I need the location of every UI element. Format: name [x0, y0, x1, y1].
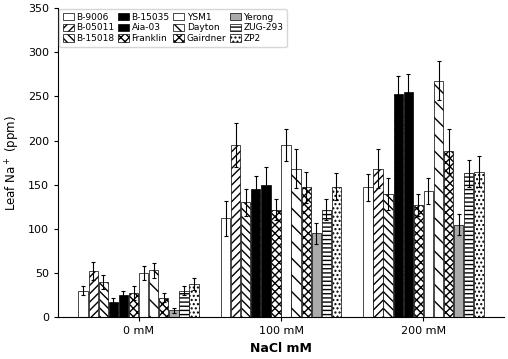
Bar — [271, 210, 280, 317]
Bar — [474, 172, 484, 317]
Bar — [261, 185, 271, 317]
Bar — [179, 291, 188, 317]
Bar — [189, 284, 199, 317]
Y-axis label: Leaf Na$^+$ (ppm): Leaf Na$^+$ (ppm) — [4, 115, 22, 211]
Bar — [434, 80, 443, 317]
Bar — [231, 145, 240, 317]
Bar — [384, 194, 393, 317]
Bar — [221, 218, 230, 317]
Bar — [78, 291, 88, 317]
Bar — [363, 187, 372, 317]
Bar — [454, 224, 463, 317]
Bar — [424, 191, 433, 317]
Bar — [159, 298, 169, 317]
Bar — [109, 302, 118, 317]
Bar — [281, 145, 291, 317]
Bar — [464, 173, 473, 317]
Bar — [119, 295, 128, 317]
Bar — [251, 189, 261, 317]
Bar — [169, 310, 178, 317]
Bar — [444, 151, 453, 317]
Bar — [312, 233, 321, 317]
Bar — [302, 187, 311, 317]
Bar — [414, 205, 423, 317]
Bar — [88, 271, 98, 317]
X-axis label: NaCl mM: NaCl mM — [250, 342, 312, 355]
Bar — [99, 282, 108, 317]
Bar — [332, 187, 341, 317]
Bar — [129, 293, 138, 317]
Bar — [149, 270, 158, 317]
Bar — [394, 94, 403, 317]
Bar — [322, 210, 331, 317]
Legend: B-9006, B-05011, B-15018, B-15035, Aia-03, Franklin, YSM1, Dayton, Gairdner, Yer: B-9006, B-05011, B-15018, B-15035, Aia-0… — [59, 9, 287, 47]
Bar — [292, 169, 301, 317]
Bar — [139, 273, 148, 317]
Bar — [373, 169, 383, 317]
Bar — [241, 202, 250, 317]
Bar — [404, 92, 413, 317]
